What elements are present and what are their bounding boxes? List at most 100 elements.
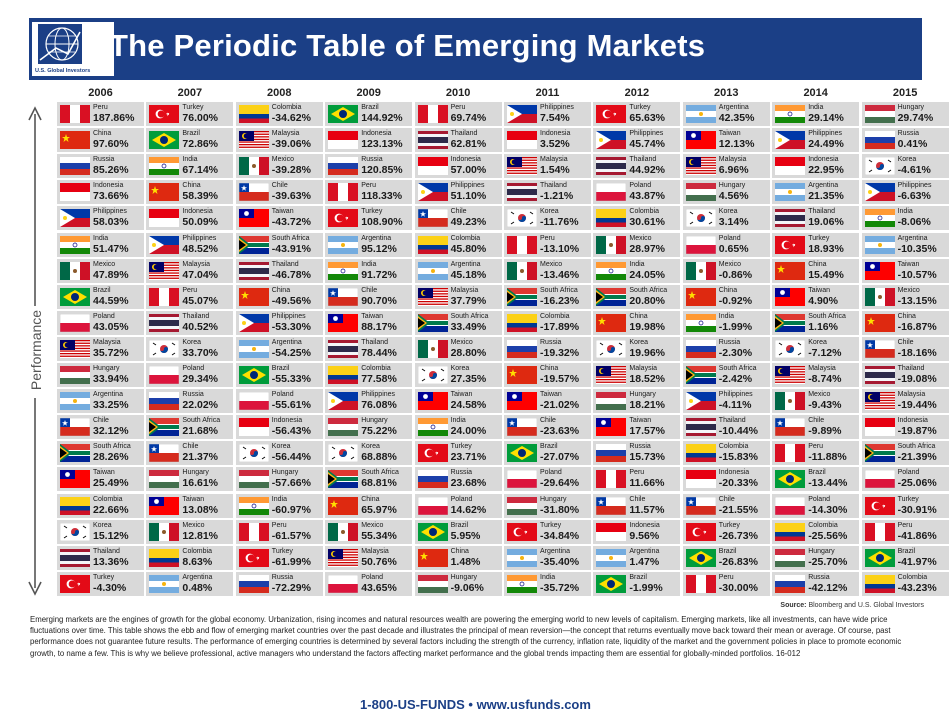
country-cell: Argentina 21.35% bbox=[772, 180, 860, 205]
country-name: Korea bbox=[540, 208, 559, 216]
return-value: -29.64% bbox=[540, 477, 580, 490]
south-africa-flag-icon bbox=[507, 287, 537, 306]
country-cell: Thailand -10.44% bbox=[682, 415, 770, 440]
return-value: 48.52% bbox=[182, 242, 219, 255]
country-cell: Peru -11.88% bbox=[772, 441, 860, 466]
indonesia-flag-icon bbox=[238, 418, 269, 437]
country-cell: Colombia 22.66% bbox=[57, 493, 144, 518]
return-value: 35.72% bbox=[93, 346, 129, 359]
malaysia-flag-icon bbox=[417, 287, 448, 306]
country-name: Poland bbox=[897, 469, 920, 477]
country-name: South Africa bbox=[271, 234, 310, 242]
country-cell: Russia -19.32% bbox=[504, 336, 591, 361]
country-cell: Russia 0.41% bbox=[861, 128, 949, 153]
return-value: -0.86% bbox=[718, 268, 753, 281]
country-cell: Korea 33.70% bbox=[146, 336, 234, 361]
thailand-flag-icon bbox=[238, 261, 269, 280]
country-cell: Argentina 33.25% bbox=[57, 389, 144, 414]
return-value: -13.10% bbox=[540, 242, 580, 255]
country-cell: Thailand 19.06% bbox=[772, 206, 860, 231]
taiwan-flag-icon bbox=[60, 470, 90, 489]
country-name: Hungary bbox=[450, 573, 478, 581]
return-value: 50.76% bbox=[361, 555, 397, 568]
country-name: Poland bbox=[629, 182, 652, 190]
country-cell: India 24.00% bbox=[414, 415, 502, 440]
return-value: 29.14% bbox=[808, 112, 844, 124]
hungary-flag-icon bbox=[417, 574, 448, 593]
country-cell: Indonesia 73.66% bbox=[57, 180, 144, 205]
turkey-flag-icon bbox=[596, 105, 627, 123]
mexico-flag-icon bbox=[864, 287, 895, 306]
return-value: -61.57% bbox=[271, 529, 311, 542]
south-africa-flag-icon bbox=[328, 470, 359, 489]
country-name: Mexico bbox=[808, 391, 831, 399]
country-name: Brazil bbox=[271, 365, 290, 372]
chile-flag-icon bbox=[417, 209, 448, 228]
country-name: Mexico bbox=[629, 234, 652, 242]
country-name: Taiwan bbox=[540, 391, 562, 399]
country-cell: Turkey -34.84% bbox=[504, 519, 591, 544]
country-cell: China 65.97% bbox=[325, 493, 413, 518]
return-value: 45.74% bbox=[629, 138, 666, 151]
turkey-flag-icon bbox=[864, 496, 895, 515]
country-name: Philippines bbox=[361, 391, 396, 399]
country-name: South Africa bbox=[540, 286, 578, 294]
country-name: China bbox=[361, 495, 380, 503]
country-name: Russia bbox=[897, 130, 919, 138]
return-value: 33.49% bbox=[450, 320, 487, 333]
year-header: 2010 bbox=[445, 87, 471, 99]
mexico-flag-icon bbox=[417, 339, 448, 358]
return-value: -16.23% bbox=[540, 294, 580, 307]
return-value: 42.35% bbox=[718, 112, 755, 124]
return-value: 29.34% bbox=[182, 373, 219, 385]
country-cell: Hungary -31.80% bbox=[504, 493, 591, 518]
china-flag-icon bbox=[417, 548, 448, 567]
return-value: -13.46% bbox=[540, 268, 580, 281]
peru-flag-icon bbox=[507, 235, 537, 254]
country-name: Poland bbox=[93, 312, 115, 320]
country-name: Indonesia bbox=[540, 130, 571, 138]
country-name: India bbox=[718, 312, 734, 320]
philippines-flag-icon bbox=[507, 105, 537, 123]
return-value: 24.49% bbox=[808, 138, 844, 151]
country-name: Taiwan bbox=[718, 130, 741, 138]
return-value: 108.90% bbox=[361, 216, 403, 229]
country-cell: Korea -7.12% bbox=[772, 336, 860, 361]
country-cell: Hungary 16.61% bbox=[146, 467, 234, 492]
country-cell: Argentina 95.12% bbox=[325, 232, 413, 257]
country-name: Mexico bbox=[897, 286, 920, 294]
return-value: 22.95% bbox=[808, 164, 844, 177]
south-africa-flag-icon bbox=[417, 313, 448, 332]
malaysia-flag-icon bbox=[596, 366, 627, 384]
return-value: -56.43% bbox=[271, 425, 311, 438]
country-cell: Brazil 144.92% bbox=[325, 102, 413, 126]
india-flag-icon bbox=[60, 235, 90, 254]
country-cell: Philippines -53.30% bbox=[235, 310, 323, 335]
korea-flag-icon bbox=[60, 522, 90, 541]
return-value: -23.63% bbox=[540, 425, 580, 438]
country-name: Hungary bbox=[93, 365, 120, 372]
peru-flag-icon bbox=[417, 105, 448, 123]
country-cell: Colombia -15.83% bbox=[682, 441, 770, 466]
peru-flag-icon bbox=[328, 183, 359, 202]
return-value: 3.14% bbox=[718, 216, 749, 229]
country-cell: Colombia 45.80% bbox=[414, 232, 502, 257]
brazil-flag-icon bbox=[60, 287, 90, 306]
country-cell: China 15.49% bbox=[772, 258, 860, 283]
return-value: 123.13% bbox=[361, 138, 403, 151]
russia-flag-icon bbox=[507, 339, 537, 358]
country-cell: Argentina 1.47% bbox=[593, 545, 681, 570]
malaysia-flag-icon bbox=[149, 261, 180, 280]
country-name: Mexico bbox=[450, 338, 473, 346]
return-value: 43.65% bbox=[361, 581, 397, 594]
country-name: Chile bbox=[93, 417, 109, 425]
country-cell: Philippines 58.03% bbox=[57, 206, 144, 231]
country-cell: Poland 0.65% bbox=[682, 232, 770, 257]
return-value: 144.92% bbox=[361, 112, 403, 124]
country-cell: Turkey 76.00% bbox=[146, 102, 234, 126]
country-name: Russia bbox=[629, 443, 651, 451]
return-value: 91.72% bbox=[361, 268, 397, 281]
country-name: Colombia bbox=[808, 521, 838, 529]
country-name: Hungary bbox=[629, 391, 656, 399]
country-cell: Malaysia 47.04% bbox=[146, 258, 234, 283]
